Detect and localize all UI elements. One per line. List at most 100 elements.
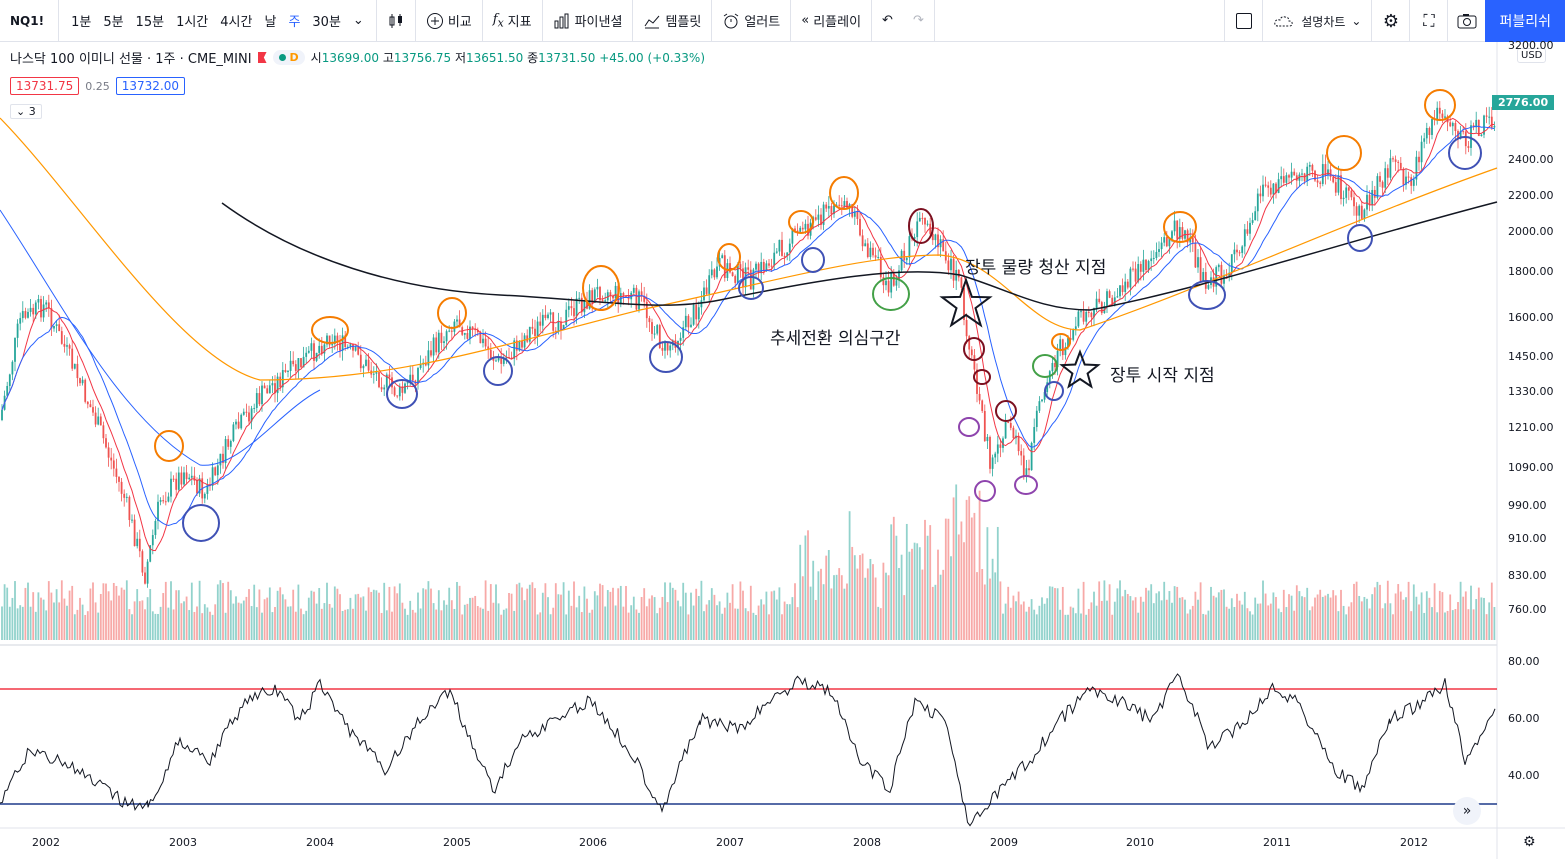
volume-bar: [690, 592, 692, 640]
volume-bar: [567, 590, 570, 640]
candle-body: [1106, 291, 1108, 306]
chart-type-button[interactable]: [377, 0, 416, 42]
price-tick-label: 760.00: [1508, 603, 1547, 616]
volume-bar: [443, 600, 445, 640]
volume-bar: [874, 577, 877, 640]
volume-bar: [365, 610, 367, 640]
interval-7[interactable]: 30분: [312, 15, 341, 30]
scroll-to-realtime-button[interactable]: »: [1453, 797, 1481, 825]
candle-body: [1303, 173, 1306, 182]
redo-button[interactable]: ↷: [903, 0, 935, 42]
annotation-trend-change[interactable]: 추세전환 의심구간: [770, 329, 901, 349]
settings-button[interactable]: ⚙: [1371, 0, 1409, 42]
volume-bar: [1337, 611, 1340, 640]
interval-2[interactable]: 15분: [135, 15, 165, 30]
candle-body: [1241, 246, 1244, 253]
volume-bar: [422, 588, 425, 640]
candle-body: [437, 332, 440, 353]
interval-1[interactable]: 5분: [103, 15, 124, 30]
layout-name-button[interactable]: 설명차트 ⌄: [1262, 0, 1371, 42]
candle-body: [1493, 125, 1496, 128]
volume-bar: [791, 597, 794, 640]
volume-bar: [887, 575, 890, 640]
candle-body: [185, 472, 188, 480]
interval-0[interactable]: 1분: [71, 15, 92, 30]
candle-body: [1207, 284, 1210, 289]
snapshot-button[interactable]: [1447, 0, 1485, 42]
candle-body: [1251, 220, 1254, 223]
candle-body: [973, 355, 976, 370]
series-name[interactable]: 나스닥 100 이미니 선물 · 1주 · CME_MINI: [10, 52, 252, 67]
candle-body: [352, 344, 354, 351]
volume-bar: [19, 605, 22, 640]
flag-icon[interactable]: [257, 52, 267, 63]
volume-bar: [1098, 581, 1101, 640]
candle-body: [1407, 176, 1410, 178]
volume-bar: [274, 606, 276, 640]
candle-body: [346, 346, 349, 348]
compare-button[interactable]: 비교: [416, 0, 483, 42]
volume-bar: [292, 589, 295, 640]
interval-4[interactable]: 4시간: [220, 15, 253, 30]
candle-body: [635, 287, 638, 310]
volume-bar: [1009, 607, 1012, 640]
templates-button[interactable]: 템플릿: [633, 0, 713, 42]
volume-bar: [1267, 605, 1270, 640]
indicators-button[interactable]: fx 지표: [483, 0, 543, 42]
candle-body: [788, 243, 791, 253]
annotation-liquidation[interactable]: 장투 물량 청산 지점: [965, 258, 1107, 278]
candle-body: [144, 572, 146, 584]
rsi-tick-label: 40.00: [1508, 769, 1540, 782]
undo-button[interactable]: ↶: [872, 0, 903, 42]
symbol-search-button[interactable]: NQ1!: [0, 0, 60, 42]
interval-5[interactable]: 날: [264, 15, 277, 30]
interval-3[interactable]: 1시간: [176, 15, 209, 30]
candle-body: [656, 325, 659, 334]
currency-label[interactable]: USD: [1517, 48, 1547, 63]
candle-body: [1394, 159, 1397, 162]
candle-body: [986, 436, 989, 442]
axis-settings-button[interactable]: ⚙: [1523, 834, 1536, 850]
interval-6[interactable]: 주: [288, 15, 301, 30]
status-pill[interactable]: D: [272, 50, 305, 65]
candle-body: [281, 370, 284, 388]
volume-bar: [638, 612, 640, 640]
candle-body: [1269, 187, 1272, 195]
price-tick-label: 910.00: [1508, 532, 1547, 545]
candle-body: [1314, 170, 1316, 181]
candle-body: [170, 478, 172, 497]
volume-bar: [1308, 610, 1311, 640]
candle-body: [679, 337, 682, 341]
volume-bar: [1041, 597, 1043, 640]
volume-bar: [3, 584, 6, 640]
volume-bar: [1215, 597, 1218, 640]
replay-button[interactable]: « 리플레이: [791, 0, 873, 42]
chevron-down-icon[interactable]: ⌄: [352, 13, 364, 28]
publish-button[interactable]: 퍼블리쉬: [1485, 0, 1565, 42]
volume-bar: [1295, 585, 1298, 640]
fullscreen-button[interactable]: ⛶: [1409, 0, 1447, 42]
candle-body: [1293, 171, 1296, 176]
sell-price-button[interactable]: 13731.75: [10, 77, 80, 95]
candle-body: [1449, 122, 1452, 127]
candle-body: [1048, 371, 1051, 383]
indicators-collapse-button[interactable]: ⌄ 3: [10, 104, 42, 119]
candle-body: [378, 372, 380, 388]
volume-bar: [851, 546, 854, 640]
alert-button[interactable]: 얼러트: [712, 0, 792, 42]
candle-body: [536, 321, 539, 337]
volume-bar: [1080, 613, 1082, 640]
buy-price-button[interactable]: 13732.00: [115, 77, 186, 95]
ma-long-line: [0, 117, 1498, 381]
layout-button[interactable]: [1224, 0, 1262, 42]
volume-bar: [1217, 592, 1220, 640]
annotation-entry[interactable]: 장투 시작 지점: [1110, 366, 1215, 386]
candle-body: [388, 374, 391, 378]
financials-button[interactable]: 파이낸셜: [543, 0, 634, 42]
market-open-icon: [278, 54, 286, 61]
candle-body: [1145, 259, 1147, 271]
candle-body: [661, 347, 664, 351]
price-tick-label: 990.00: [1508, 499, 1547, 512]
